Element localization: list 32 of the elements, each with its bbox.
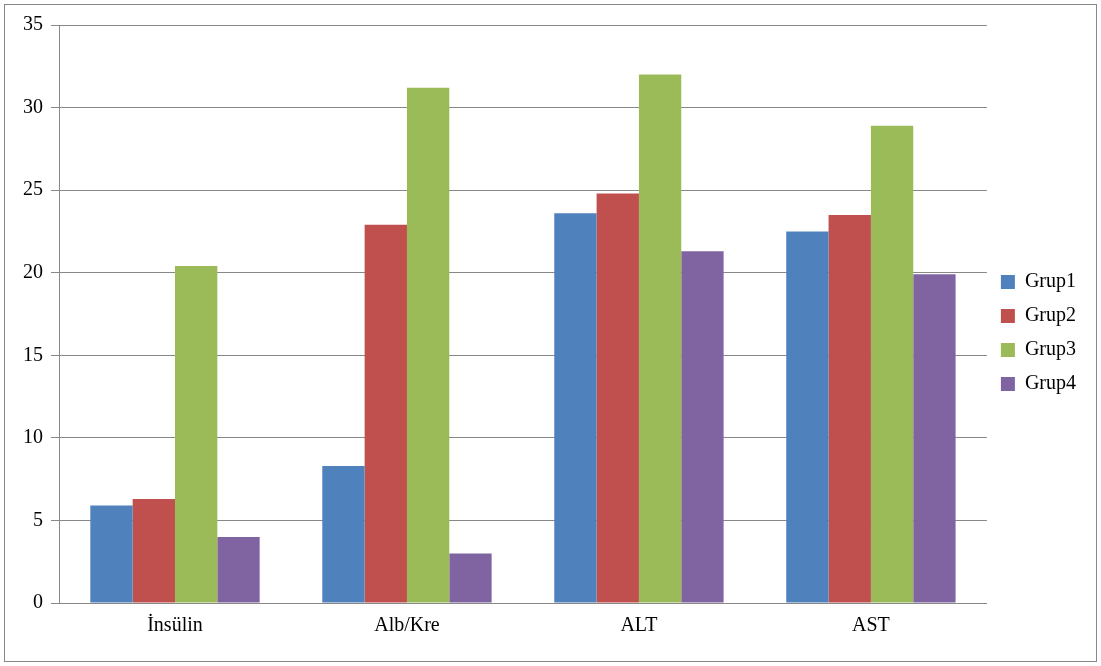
bar xyxy=(322,465,365,603)
bar xyxy=(596,193,639,603)
bar xyxy=(364,224,407,603)
bar xyxy=(449,553,492,603)
legend-label: Grup4 xyxy=(1024,371,1077,395)
y-tick-label: 25 xyxy=(23,177,43,200)
bar xyxy=(786,231,829,603)
y-tick-label: 5 xyxy=(33,507,43,530)
x-tick-label: AST xyxy=(852,613,890,636)
y-tick-label: 15 xyxy=(23,342,43,365)
y-tick-label: 35 xyxy=(23,12,43,35)
y-tick-label: 30 xyxy=(23,94,43,117)
x-tick-label: ALT xyxy=(620,613,658,636)
bar xyxy=(681,251,724,603)
bar xyxy=(870,125,914,603)
y-tick-label: 20 xyxy=(23,259,43,282)
y-tick-label: 10 xyxy=(23,425,43,448)
bar xyxy=(174,266,218,603)
y-tick-label: 0 xyxy=(33,590,43,613)
x-tick-label: İnsülin xyxy=(147,613,203,636)
bar xyxy=(90,505,133,603)
legend-label: Grup1 xyxy=(1024,269,1077,293)
bar xyxy=(638,74,682,603)
bar xyxy=(406,87,450,603)
legend-label: Grup3 xyxy=(1024,337,1077,361)
bar xyxy=(913,274,956,603)
bar xyxy=(554,213,597,603)
bar xyxy=(828,214,871,603)
bar xyxy=(217,536,260,603)
bar xyxy=(132,498,175,603)
x-tick-label: Alb/Kre xyxy=(374,613,440,636)
legend-label: Grup2 xyxy=(1024,303,1077,327)
